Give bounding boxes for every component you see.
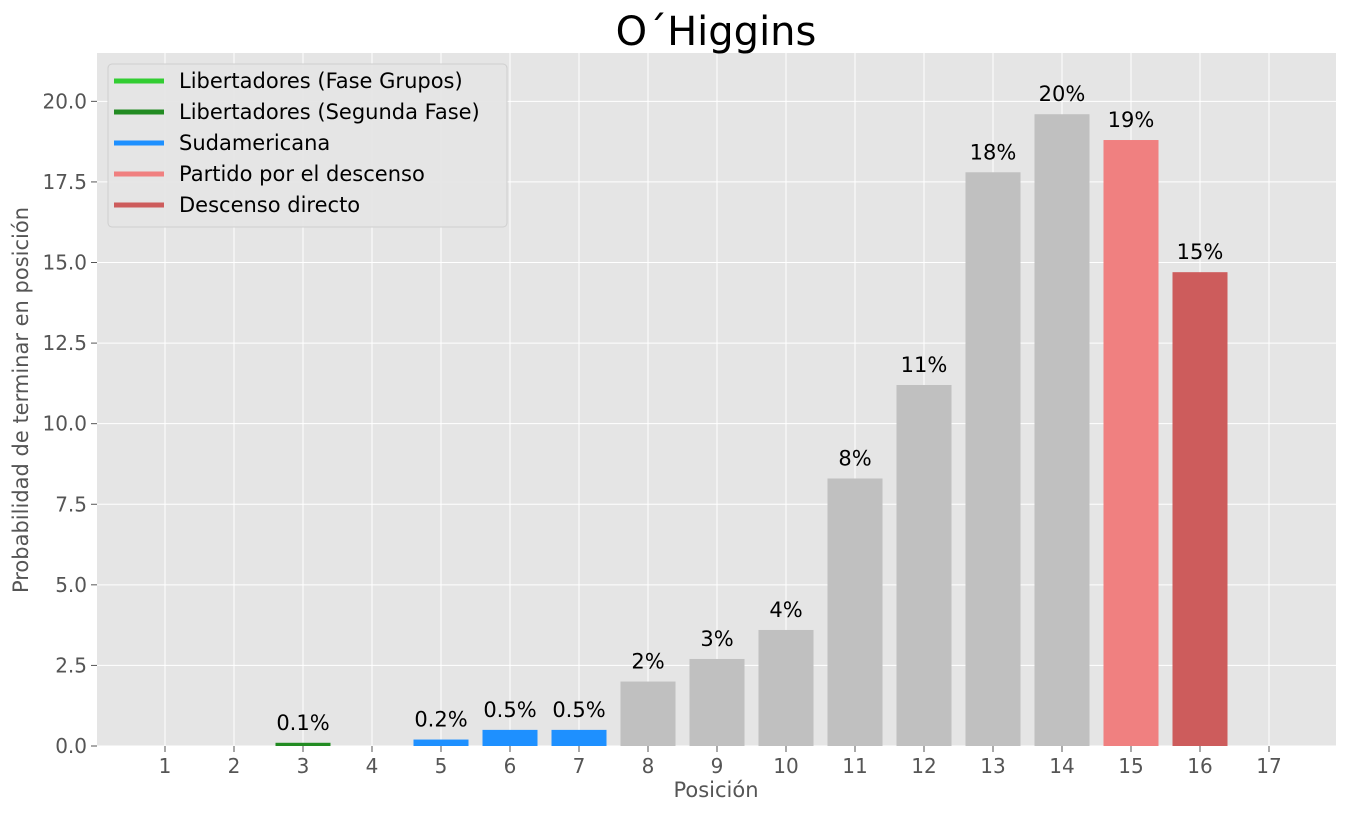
- x-tick-label: 11: [842, 754, 867, 778]
- bar-value-labels: 0.1% 0.2% 0.5% 0.5% 2% 3% 4% 8% 11% 18% 20% 19% 15%: [276, 82, 1223, 735]
- legend-label: Sudamericana: [179, 131, 330, 155]
- x-tick-label: 15: [1118, 754, 1143, 778]
- bar: [965, 172, 1021, 746]
- bar-value-label: 18%: [970, 140, 1017, 164]
- x-tick-label: 7: [573, 754, 586, 778]
- legend-box: [107, 63, 508, 228]
- x-tick-label: 2: [228, 754, 241, 778]
- bar-value-label: 19%: [1108, 108, 1155, 132]
- bar-value-label: 11%: [901, 353, 948, 377]
- bar: [482, 729, 538, 746]
- x-tick-label: 1: [159, 754, 172, 778]
- bar: [689, 658, 745, 746]
- legend-label: Partido por el descenso: [179, 162, 425, 186]
- y-tick-label: 10.0: [42, 412, 87, 436]
- bar-value-label: 0.5%: [483, 698, 536, 722]
- legend-label: Libertadores (Fase Grupos): [179, 69, 463, 93]
- bar: [758, 629, 814, 746]
- bar-value-label: 0.5%: [552, 698, 605, 722]
- x-tick-label: 6: [504, 754, 517, 778]
- x-tick-label: 9: [711, 754, 724, 778]
- x-tick-label: 13: [980, 754, 1005, 778]
- x-tick-label: 10: [773, 754, 798, 778]
- bar-value-label: 2%: [631, 650, 664, 674]
- bar-value-label: 0.1%: [276, 711, 329, 735]
- legend: Libertadores (Fase Grupos) Libertadores (…: [107, 63, 508, 228]
- bar-value-label: 3%: [700, 627, 733, 651]
- legend-label: Descenso directo: [179, 193, 360, 217]
- bar-value-label: 15%: [1177, 240, 1224, 264]
- y-tick-label: 17.5: [42, 170, 87, 194]
- y-axis-ticks: 0.0 2.5 5.0 7.5 10.0 12.5 15.0 17.5 20.0: [42, 89, 97, 758]
- y-axis-label: Probabilidad de terminar en posición: [9, 207, 33, 593]
- bar-value-label: 0.2%: [414, 708, 467, 732]
- x-tick-label: 8: [642, 754, 655, 778]
- bar-value-label: 4%: [769, 598, 802, 622]
- bar: [413, 739, 469, 746]
- y-tick-label: 0.0: [55, 734, 87, 758]
- x-tick-label: 3: [297, 754, 310, 778]
- bar: [1034, 114, 1090, 746]
- x-tick-label: 4: [366, 754, 379, 778]
- bar-value-label: 20%: [1039, 82, 1086, 106]
- bar-value-label: 8%: [838, 446, 871, 470]
- bar: [551, 729, 607, 746]
- bars: [275, 114, 1228, 747]
- bar: [827, 478, 883, 746]
- y-tick-label: 2.5: [55, 653, 87, 677]
- bar: [896, 384, 952, 746]
- bar: [1103, 140, 1159, 747]
- bar: [620, 681, 676, 746]
- chart-title: O´Higgins: [616, 9, 817, 55]
- bar: [275, 742, 331, 746]
- y-tick-label: 7.5: [55, 492, 87, 516]
- x-tick-label: 12: [911, 754, 936, 778]
- x-tick-label: 5: [435, 754, 448, 778]
- y-tick-label: 20.0: [42, 89, 87, 113]
- bar: [1172, 272, 1228, 746]
- x-tick-label: 14: [1049, 754, 1074, 778]
- x-tick-label: 16: [1187, 754, 1212, 778]
- x-tick-label: 17: [1256, 754, 1281, 778]
- y-tick-label: 12.5: [42, 331, 87, 355]
- y-tick-label: 15.0: [42, 251, 87, 275]
- y-tick-label: 5.0: [55, 573, 87, 597]
- x-axis-ticks: 1 2 3 4 5 6 7 8 9 10 11 12 13 14 15 16 17: [159, 746, 1282, 778]
- legend-label: Libertadores (Segunda Fase): [179, 100, 480, 124]
- x-axis-label: Posición: [673, 778, 758, 802]
